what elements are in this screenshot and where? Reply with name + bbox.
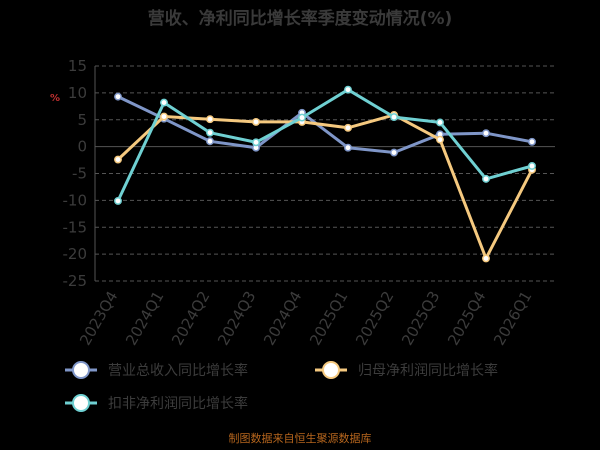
legend-marker [322, 361, 340, 379]
data-point[interactable] [344, 123, 352, 132]
x-tick-label: 2025Q4 [444, 288, 489, 349]
x-tick-label: 2023Q4 [76, 288, 121, 349]
x-tick-label: 2026Q1 [490, 288, 535, 349]
legend-label: 营业总收入同比增长率 [108, 362, 248, 379]
chart-title: 营收、净利同比增长率季度变动情况(%) [148, 8, 453, 29]
x-tick-label: 2025Q3 [398, 288, 443, 349]
data-point[interactable] [482, 254, 490, 263]
y-tick-label: 10 [68, 84, 87, 102]
x-tick-label: 2024Q4 [260, 288, 305, 349]
data-point[interactable] [252, 138, 260, 147]
data-point[interactable] [206, 115, 214, 124]
x-tick-label: 2025Q2 [352, 288, 397, 349]
y-tick-label: -10 [63, 191, 88, 209]
y-tick-label: 0 [77, 138, 87, 156]
data-point[interactable] [206, 137, 214, 146]
series-line [116, 113, 534, 260]
y-tick-label: -20 [63, 245, 88, 263]
data-point[interactable] [344, 143, 352, 152]
data-point[interactable] [160, 112, 168, 121]
y-tick-label: 5 [77, 111, 87, 129]
legend-item-3[interactable]: 扣非净利润同比增长率 [65, 394, 248, 412]
series-line [116, 88, 533, 202]
legend-label: 归母净利润同比增长率 [358, 362, 498, 379]
x-tick-label: 2025Q1 [306, 288, 351, 349]
data-point[interactable] [298, 113, 306, 122]
data-point[interactable] [160, 98, 168, 107]
data-point[interactable] [344, 85, 352, 94]
x-tick-label: 2024Q3 [214, 288, 259, 349]
y-axis-unit-mark: % [50, 93, 60, 104]
series-lines [114, 85, 536, 263]
y-tick-label: -15 [63, 218, 88, 236]
legend-marker [72, 361, 90, 379]
legend-item-2[interactable]: 归母净利润同比增长率 [315, 361, 498, 379]
data-point[interactable] [390, 148, 398, 157]
data-point[interactable] [114, 196, 122, 205]
data-point[interactable] [482, 129, 490, 138]
data-point[interactable] [436, 135, 444, 144]
x-tick-label: 2024Q2 [168, 288, 213, 349]
data-point[interactable] [528, 137, 536, 146]
grid [95, 65, 555, 282]
data-point[interactable] [528, 162, 536, 170]
data-point[interactable] [114, 92, 122, 101]
series-line [117, 95, 533, 154]
y-tick-label: -25 [63, 272, 88, 290]
data-point[interactable] [206, 128, 214, 137]
series-3 [114, 85, 536, 205]
legend-label: 扣非净利润同比增长率 [108, 395, 248, 412]
legend-marker [72, 394, 90, 412]
data-point[interactable] [114, 155, 122, 164]
x-tick-label: 2024Q1 [122, 288, 167, 349]
y-tick-label: 15 [68, 57, 87, 75]
legend-item-1[interactable]: 营业总收入同比增长率 [65, 361, 248, 379]
data-point[interactable] [436, 118, 444, 127]
source-footer: 制图数据来自恒生聚源数据库 [229, 431, 372, 445]
data-point[interactable] [252, 117, 260, 126]
data-point[interactable] [390, 113, 398, 122]
y-tick-label: -5 [72, 165, 87, 183]
data-point[interactable] [482, 174, 490, 183]
